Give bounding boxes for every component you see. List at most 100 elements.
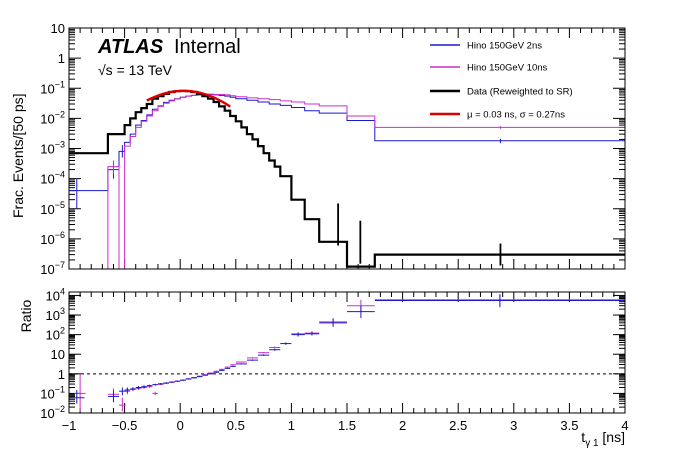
bottom-y-tick-labels: 10−2 10−1 1 10 102 103 104 (40, 286, 65, 421)
ratio-point-hino-150gev-2ns (235, 363, 247, 365)
ratio-point-hino-150gev-2ns (246, 359, 259, 361)
bottom-y-tick-label: 10−1 (40, 384, 65, 401)
legend-entry: Hino 150GeV 2ns (430, 41, 542, 52)
internal-word: Internal (174, 36, 241, 58)
ratio-point-hino-150gev-2ns (319, 318, 347, 327)
bottom-frame (68, 291, 626, 414)
x-tick-label: 3 (510, 418, 517, 433)
top-y-tick-label: 1 (58, 51, 65, 66)
top-y-tick-label: 10−6 (40, 230, 65, 247)
x-tick-label: 2 (399, 418, 406, 433)
ratio-point-hino-150gev-2ns (169, 381, 175, 383)
top-y-axis-title: Frac. Events/[50 ps] (10, 94, 26, 219)
ratio-point-hino-150gev-2ns (213, 371, 220, 373)
ratio-point-hino-150gev-2ns (180, 379, 186, 381)
top-series-layer (69, 89, 625, 270)
bottom-axis-ticks (68, 292, 626, 414)
ratio-point-hino-150gev-10ns (246, 357, 259, 359)
atlas-label: ATLAS Internal √s = 13 TeV (97, 36, 241, 78)
top-y-tick-label: 10−3 (40, 140, 65, 157)
legend-entry: Hino 150GeV 10ns (430, 63, 548, 74)
top-y-tick-label: 10−1 (40, 79, 65, 96)
ratio-point-hino-150gev-10ns (269, 346, 281, 349)
ratio-point-hino-150gev-10ns (219, 368, 225, 370)
gaussian-fit-curve (146, 89, 231, 108)
x-tick-label: 4 (621, 418, 628, 433)
ratio-point-hino-150gev-10ns (235, 361, 247, 363)
legend-label: Hino 150GeV 2ns (467, 41, 542, 52)
bottom-y-tick-label: 10−2 (40, 404, 65, 421)
ratio-point-hino-150gev-10ns (213, 370, 220, 372)
ratio-point-hino-150gev-2ns (152, 383, 158, 386)
x-axis-title: tγ 1 [ns] (581, 429, 625, 449)
top-panel: 10−7 10−6 10−5 10−4 10−3 10−2 10−1 1 10 Frac. Ev… (10, 21, 626, 277)
ratio-point-hino-150gev-2ns (196, 376, 203, 378)
top-y-tick-label: 10 (51, 21, 65, 36)
bottom-series-layer (69, 293, 625, 412)
ratio-point-hino-150gev-2ns (291, 332, 305, 337)
x-tick-label: 2.5 (449, 418, 467, 433)
x-tick-label: −1 (62, 418, 77, 433)
legend-label: Hino 150GeV 10ns (467, 63, 548, 74)
ratio-point-hino-150gev-2ns (224, 367, 231, 369)
bottom-y-tick-label: 102 (46, 326, 65, 343)
legend-entry: Data (Reweighted to SR) (430, 87, 573, 98)
top-y-tick-label: 10−4 (40, 170, 65, 187)
x-tick-labels: −1 −0.5 0 0.5 1 1.5 2 2.5 3 3.5 4 (62, 418, 629, 433)
top-y-tick-label: 10−5 (40, 200, 65, 217)
ratio-point-hino-150gev-2ns (69, 389, 85, 404)
ratio-point-hino-150gev-2ns (208, 373, 214, 375)
bottom-y-tick-label: 103 (46, 306, 65, 323)
ratio-point-hino-150gev-2ns (163, 382, 170, 384)
ratio-point-hino-150gev-2ns (135, 385, 142, 389)
x-tick-label: 0.5 (227, 418, 245, 433)
bottom-y-axis-title: Ratio (18, 299, 34, 332)
x-tick-label: 0 (177, 418, 184, 433)
ratio-point-hino-150gev-2ns (269, 348, 281, 351)
ratio-point-hino-150gev-10ns (224, 366, 231, 368)
ratio-point-hino-150gev-2ns (230, 365, 236, 367)
ratio-point-hino-150gev-2ns (280, 342, 292, 345)
ratio-point-hino-150gev-2ns (107, 390, 120, 403)
ratio-point-hino-150gev-2ns (374, 294, 625, 308)
step-line-data-reweighted-to-sr (69, 89, 625, 268)
bottom-y-tick-label: 104 (46, 286, 65, 303)
x-tick-label: 1 (288, 418, 295, 433)
ratio-point-hino-150gev-2ns (191, 377, 197, 379)
energy-label: √s = 13 TeV (98, 62, 173, 78)
x-tick-label: 3.5 (560, 418, 578, 433)
legend-entry: μ = 0.03 ns, σ = 0.27ns (430, 110, 565, 121)
atlas-word: ATLAS (97, 36, 164, 58)
top-y-tick-labels: 10−7 10−6 10−5 10−4 10−3 10−2 10−1 1 10 (40, 21, 65, 277)
ratio-point-hino-150gev-2ns (119, 387, 126, 396)
top-y-tick-label: 10−7 (40, 260, 65, 277)
legend-label: μ = 0.03 ns, σ = 0.27ns (467, 110, 565, 121)
ratio-point-hino-150gev-2ns (174, 380, 181, 382)
bottom-y-tick-label: 10 (51, 347, 65, 362)
step-line-hino-150gev-10ns (69, 93, 625, 270)
ratio-point-hino-150gev-2ns (347, 305, 375, 319)
ratio-point-hino-150gev-10ns (119, 397, 126, 412)
ratio-point-hino-150gev-2ns (304, 331, 320, 336)
ratio-point-hino-150gev-2ns (185, 378, 192, 380)
top-frame (68, 27, 626, 270)
ratio-point-hino-150gev-10ns (230, 364, 236, 366)
bottom-panel: 10−2 10−1 1 10 102 103 104 −1 −0.5 0 0.5 1 1.5 2 2.5 3… (18, 286, 629, 449)
ratio-point-hino-150gev-2ns (202, 374, 208, 376)
x-tick-label: 1.5 (338, 418, 356, 433)
x-tick-label: −0.5 (112, 418, 138, 433)
legend: Hino 150GeV 2ns Hino 150GeV 10ns Data (Rew… (430, 41, 573, 121)
ratio-point-hino-150gev-2ns (124, 387, 131, 393)
ratio-point-hino-150gev-2ns (258, 354, 270, 356)
ratio-point-hino-150gev-10ns (258, 351, 270, 354)
ratio-point-hino-150gev-10ns (152, 391, 158, 396)
ratio-point-hino-150gev-2ns (157, 382, 164, 385)
legend-label: Data (Reweighted to SR) (467, 87, 573, 98)
ratio-point-hino-150gev-2ns (141, 385, 147, 388)
ratio-point-hino-150gev-2ns (219, 369, 225, 371)
top-y-tick-label: 10−2 (40, 109, 65, 126)
bottom-y-tick-label: 1 (58, 367, 65, 382)
ratio-point-hino-150gev-2ns (146, 384, 153, 387)
